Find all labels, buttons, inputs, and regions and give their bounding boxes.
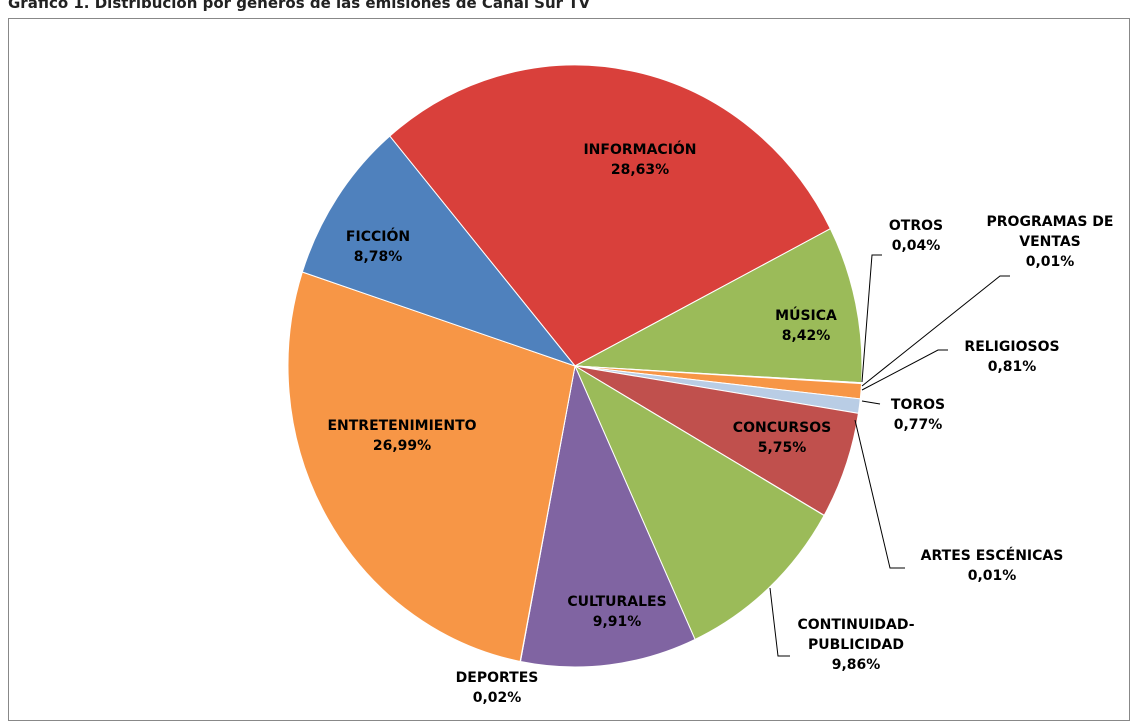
- category-label: DEPORTES: [455, 670, 539, 686]
- leader-line: [861, 400, 881, 405]
- category-label: CONCURSOS: [732, 420, 832, 436]
- slice-label: DEPORTES 0,02%: [456, 668, 539, 708]
- value-label: 26,99%: [372, 438, 432, 454]
- value-label: 0,01%: [1025, 254, 1075, 270]
- value-label: 0,04%: [891, 238, 941, 254]
- slice-label: TOROS 0,77%: [891, 395, 945, 435]
- pie-slice: [573, 228, 863, 384]
- slice-label: CONCURSOS 5,75%: [733, 418, 831, 458]
- pie-slice: [389, 64, 832, 367]
- leader-line: [861, 349, 948, 391]
- category-label: FICCIÓN: [345, 229, 411, 245]
- leader-line: [861, 254, 882, 383]
- pie-slice: [519, 364, 696, 668]
- leader-line: [769, 587, 790, 657]
- value-label: 5,75%: [757, 440, 807, 456]
- pie-slice: [287, 271, 576, 663]
- value-label: 9,91%: [592, 614, 642, 630]
- value-label: 0,01%: [967, 568, 1017, 584]
- value-label: 0,02%: [472, 690, 522, 706]
- value-label: 28,63%: [610, 162, 670, 178]
- slice-label: INFORMACIÓN 28,63%: [583, 140, 696, 180]
- slice-label: CULTURALES 9,91%: [567, 592, 666, 632]
- category-label: PROGRAMAS DE VENTAS: [986, 214, 1114, 250]
- slice-label: MÚSICA 8,42%: [775, 306, 837, 346]
- value-label: 9,86%: [831, 657, 881, 673]
- chart-frame: [8, 18, 1130, 721]
- slice-label: FICCIÓN 8,78%: [346, 227, 410, 267]
- chart-title: Gráfico 1. Distribución por géneros de l…: [8, 0, 591, 12]
- value-label: 8,42%: [781, 328, 831, 344]
- slice-label: RELIGIOSOS 0,81%: [964, 337, 1059, 377]
- category-label: ENTRETENIMIENTO: [327, 418, 477, 434]
- leader-line: [861, 275, 1010, 387]
- slice-label: CONTINUIDAD-PUBLICIDAD 9,86%: [791, 615, 921, 675]
- slice-label: OTROS 0,04%: [889, 216, 943, 256]
- category-label: INFORMACIÓN: [583, 142, 697, 158]
- category-label: OTROS: [888, 218, 944, 234]
- category-label: RELIGIOSOS: [964, 339, 1060, 355]
- pie-slice: [573, 364, 825, 641]
- value-label: 0,81%: [987, 359, 1037, 375]
- slice-label: ENTRETENIMIENTO 26,99%: [327, 416, 476, 456]
- category-label: TOROS: [890, 397, 946, 413]
- category-label: CULTURALES: [567, 594, 667, 610]
- category-label: MÚSICA: [775, 308, 837, 324]
- category-label: CONTINUIDAD-PUBLICIDAD: [797, 617, 915, 653]
- value-label: 8,78%: [353, 249, 403, 265]
- leader-line: [854, 419, 905, 569]
- category-label: ARTES ESCÉNICAS: [920, 548, 1064, 564]
- slice-label: ARTES ESCÉNICAS 0,01%: [921, 546, 1064, 586]
- value-label: 0,77%: [893, 417, 943, 433]
- slice-label: PROGRAMAS DE VENTAS 0,01%: [975, 212, 1125, 272]
- pie-slice: [301, 135, 577, 368]
